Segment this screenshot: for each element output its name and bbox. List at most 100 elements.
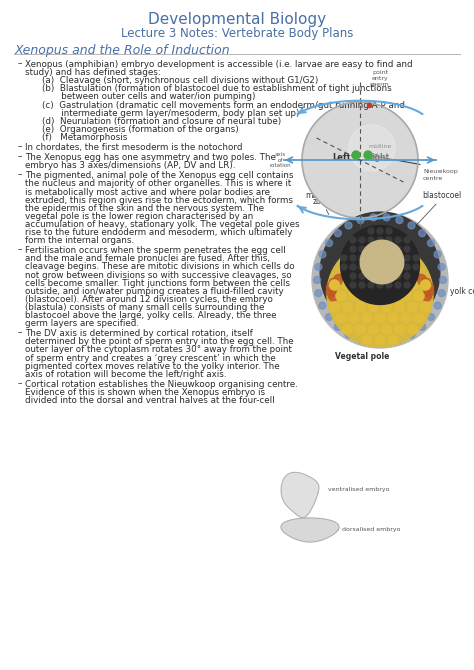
Text: Vegetal pole: Vegetal pole (335, 352, 389, 361)
Text: –: – (18, 152, 22, 161)
Text: blastocoel above the large, yolky cells. Already, the three: blastocoel above the large, yolky cells.… (25, 311, 276, 320)
Circle shape (329, 278, 339, 288)
Circle shape (408, 331, 415, 338)
Text: of sperm entry and creates a ‘grey crescent’ in which the: of sperm entry and creates a ‘grey cresc… (25, 354, 276, 362)
Circle shape (355, 324, 366, 334)
Circle shape (358, 237, 365, 243)
Circle shape (342, 302, 353, 312)
Text: Lecture 3 Notes: Vertebrate Body Plans: Lecture 3 Notes: Vertebrate Body Plans (121, 27, 353, 40)
Circle shape (334, 275, 344, 284)
Circle shape (357, 216, 364, 224)
Circle shape (340, 263, 347, 271)
Circle shape (385, 228, 392, 234)
Circle shape (319, 251, 326, 258)
Circle shape (385, 245, 392, 253)
Circle shape (403, 281, 410, 289)
Circle shape (383, 214, 390, 221)
Circle shape (385, 237, 392, 243)
Text: study) and has defined stages:: study) and has defined stages: (25, 68, 161, 77)
Circle shape (364, 151, 372, 159)
Text: Cortical rotation establishes the Nieuwkoop organising centre.: Cortical rotation establishes the Nieuwk… (25, 380, 298, 389)
Circle shape (340, 255, 347, 261)
Circle shape (421, 278, 431, 288)
Circle shape (409, 271, 419, 281)
Circle shape (336, 291, 346, 302)
Circle shape (348, 312, 359, 324)
Circle shape (383, 339, 390, 346)
Circle shape (385, 273, 392, 279)
Circle shape (355, 302, 366, 312)
Circle shape (326, 239, 333, 247)
Circle shape (403, 245, 410, 253)
Text: (d)  Neurulation (formation and closure of neural tube): (d) Neurulation (formation and closure o… (42, 117, 281, 126)
Text: In chordates, the first mesoderm is the notochord: In chordates, the first mesoderm is the … (25, 143, 243, 152)
Circle shape (326, 287, 336, 297)
Circle shape (370, 214, 377, 221)
Text: (c)  Gastrulation (dramatic cell movements form an endoderm/gut running A-P and: (c) Gastrulation (dramatic cell movement… (42, 100, 405, 109)
Circle shape (394, 263, 401, 271)
Circle shape (394, 324, 405, 334)
Circle shape (367, 245, 374, 253)
Circle shape (376, 237, 383, 243)
Circle shape (328, 291, 338, 301)
Circle shape (385, 255, 392, 261)
Circle shape (424, 283, 434, 293)
Circle shape (376, 228, 383, 234)
Circle shape (302, 102, 418, 218)
Text: germ layers are specified.: germ layers are specified. (25, 319, 139, 328)
Circle shape (394, 273, 401, 279)
Circle shape (367, 273, 374, 279)
Text: (blastocoel). After around 12 division cycles, the embryo: (blastocoel). After around 12 division c… (25, 295, 273, 304)
Text: not grow between divisions so with successive cleavages, so: not grow between divisions so with succe… (25, 271, 292, 279)
Circle shape (348, 291, 359, 302)
Circle shape (412, 255, 419, 261)
Circle shape (394, 302, 405, 312)
Circle shape (396, 336, 403, 344)
Circle shape (388, 312, 399, 324)
Circle shape (357, 336, 364, 344)
Circle shape (388, 334, 399, 346)
Circle shape (368, 324, 379, 334)
Circle shape (368, 279, 379, 291)
Circle shape (367, 255, 374, 261)
Circle shape (419, 230, 426, 237)
Circle shape (367, 237, 374, 243)
Circle shape (416, 275, 426, 284)
Circle shape (403, 273, 410, 279)
Text: accumulation of heavy, stationary yolk. The vegetal pole gives: accumulation of heavy, stationary yolk. … (25, 220, 300, 229)
Text: Developmental Biology: Developmental Biology (148, 12, 326, 27)
Circle shape (408, 222, 415, 229)
Circle shape (376, 281, 383, 289)
Circle shape (376, 255, 383, 261)
Text: –: – (18, 142, 22, 151)
Circle shape (381, 279, 392, 291)
Circle shape (327, 241, 433, 347)
Circle shape (349, 245, 356, 253)
Circle shape (313, 277, 320, 283)
Text: Evidence of this is shown when the Xenopus embryo is: Evidence of this is shown when the Xenop… (25, 388, 265, 397)
Circle shape (407, 324, 418, 334)
Circle shape (360, 241, 404, 284)
Text: (a)  Cleavage (short, synchronous cell divisions without G1/G2): (a) Cleavage (short, synchronous cell di… (42, 76, 319, 85)
Text: the nucleus and majority of other organelles. This is where it: the nucleus and majority of other organe… (25, 180, 291, 188)
Circle shape (342, 324, 353, 334)
Text: extruded, this region gives rise to the ectoderm, which forms: extruded, this region gives rise to the … (25, 196, 293, 204)
Text: dorsalised embryo: dorsalised embryo (342, 527, 401, 533)
Circle shape (368, 302, 379, 312)
Circle shape (420, 302, 431, 312)
Text: –: – (18, 328, 22, 337)
Circle shape (424, 287, 434, 297)
Text: Direction of: Direction of (350, 240, 386, 245)
Circle shape (413, 312, 425, 324)
Circle shape (349, 255, 356, 261)
Circle shape (370, 339, 377, 346)
Circle shape (367, 263, 374, 271)
Text: (b)  Blastulation (formation of blastocoel due to establishment of tight junctio: (b) Blastulation (formation of blastocoe… (42, 84, 392, 93)
Circle shape (349, 281, 356, 289)
Circle shape (401, 312, 411, 324)
Circle shape (358, 273, 365, 279)
Circle shape (329, 279, 340, 291)
Circle shape (336, 312, 346, 324)
Circle shape (421, 291, 431, 301)
Text: embryo has 3 axes/dimensions (AP, DV and LR).: embryo has 3 axes/dimensions (AP, DV and… (25, 161, 236, 170)
